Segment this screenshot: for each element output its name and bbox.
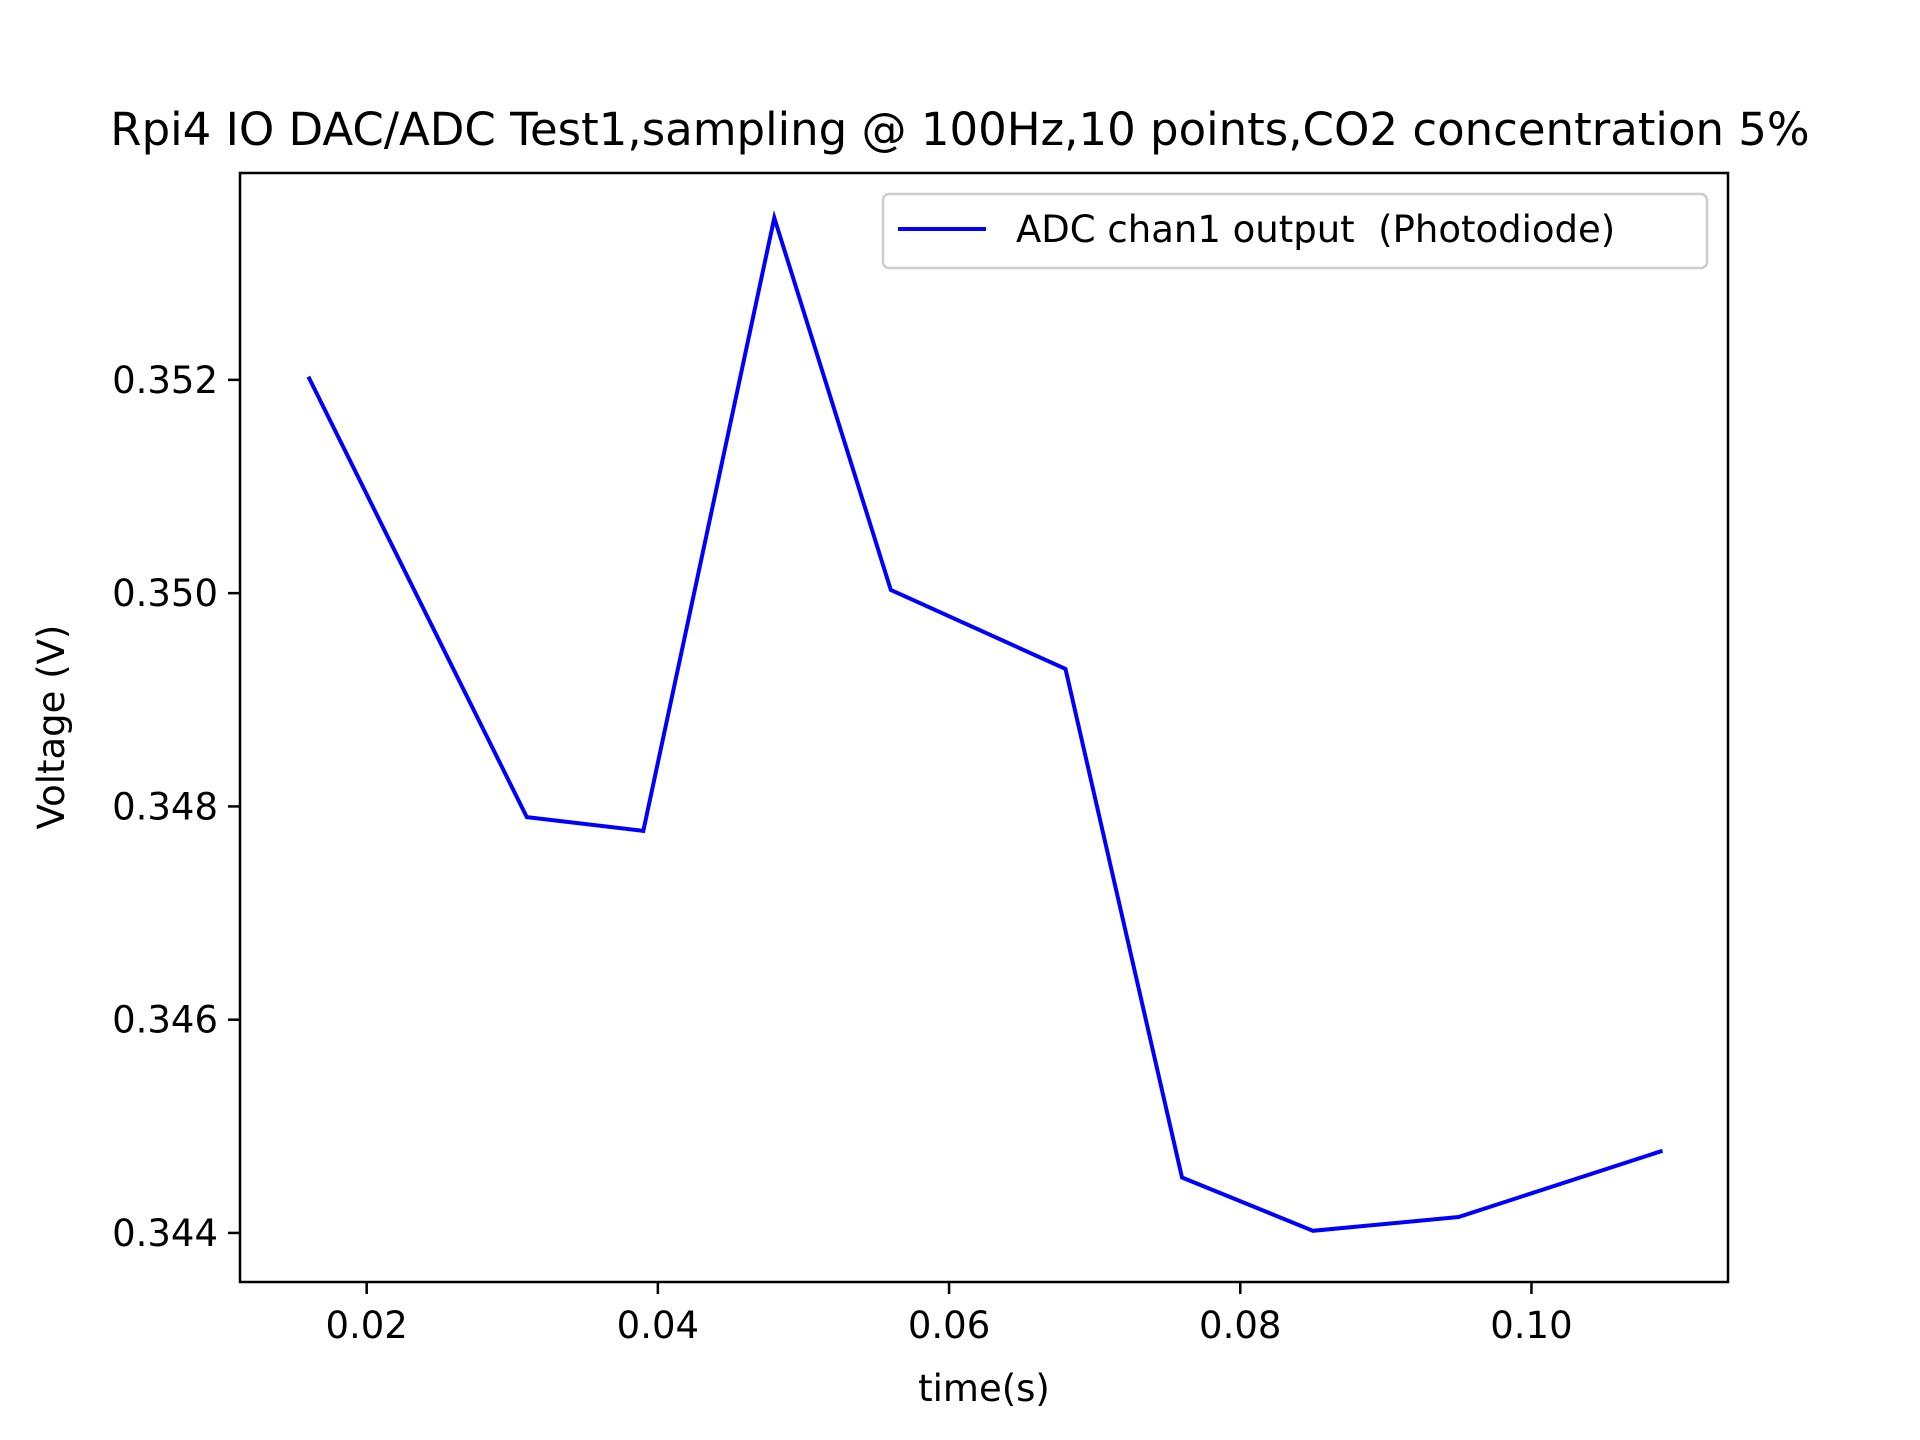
legend-label: ADC chan1 output (Photodiode) — [1016, 208, 1615, 251]
legend: ADC chan1 output (Photodiode) — [881, 192, 1709, 270]
plot-frame — [238, 171, 1730, 1284]
x-tick-label: 0.10 — [1490, 1304, 1572, 1347]
y-tick-label: 0.346 — [112, 999, 218, 1042]
data-point — [308, 376, 309, 377]
y-tick-label: 0.348 — [112, 785, 218, 828]
data-point — [526, 817, 527, 818]
data-point — [1662, 1150, 1663, 1151]
x-tick-label: 0.08 — [1199, 1304, 1281, 1347]
y-tick-label: 0.352 — [112, 359, 218, 402]
data-point — [1313, 1230, 1314, 1231]
data-point — [1458, 1216, 1459, 1217]
x-axis-label: time(s) — [918, 1367, 1050, 1410]
x-tick-label: 0.04 — [617, 1304, 699, 1347]
legend-box — [881, 192, 1709, 270]
x-tick-label: 0.06 — [908, 1304, 990, 1347]
y-tick-label: 0.344 — [112, 1212, 218, 1255]
data-point — [1065, 668, 1066, 669]
data-point — [774, 217, 775, 218]
y-tick-label: 0.350 — [112, 572, 218, 615]
chart-title: Rpi4 IO DAC/ADC Test1,sampling @ 100Hz,1… — [110, 103, 1809, 156]
y-axis-label: Voltage (V) — [30, 625, 73, 830]
data-point — [1182, 1177, 1183, 1178]
data-point — [643, 830, 644, 831]
series-line — [306, 209, 1664, 1233]
plot-area — [240, 173, 1728, 1282]
x-axis: 0.02 0.04 0.06 0.08 0.10 — [325, 1282, 1573, 1347]
data-point — [890, 589, 891, 590]
x-tick-label: 0.02 — [325, 1304, 407, 1347]
series-layer — [306, 209, 1664, 1233]
y-axis: 0.344 0.346 0.348 0.350 0.352 — [112, 359, 240, 1255]
